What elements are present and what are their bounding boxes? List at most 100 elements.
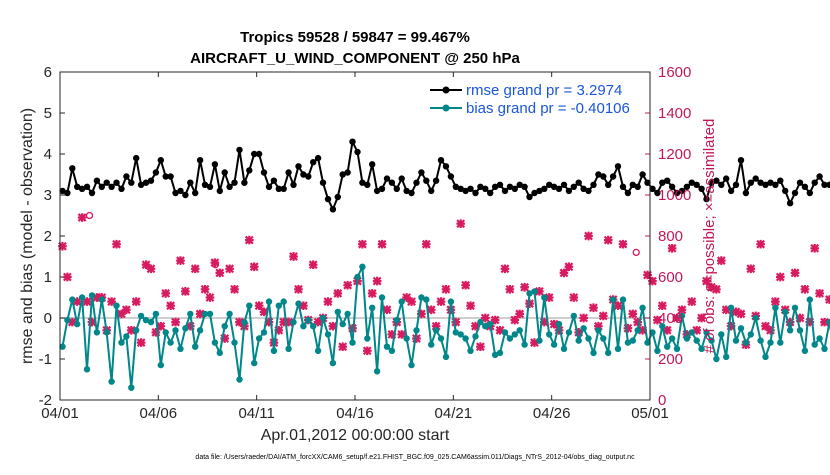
- assimilated-count-point-47: [289, 252, 298, 261]
- x-tick-label-1: 04/06: [140, 405, 178, 422]
- bias-point-113: [615, 346, 621, 352]
- bias-point-5: [84, 366, 90, 372]
- rmse-point-15: [133, 155, 139, 161]
- assimilated-count-point-51: [309, 260, 318, 269]
- rmse-point-68: [394, 186, 400, 192]
- bias-point-14: [128, 385, 134, 391]
- bias-point-108: [590, 350, 596, 356]
- assimilated-count-point-56: [333, 289, 342, 298]
- bias-point-35: [231, 339, 237, 345]
- assimilated-count-point-57: [338, 342, 347, 351]
- assimilated-count-point-23: [171, 318, 180, 327]
- y-tick-label-right-7: 1400: [658, 105, 691, 122]
- bias-point-151: [802, 348, 808, 354]
- bias-point-41: [261, 329, 267, 335]
- rmse-point-108: [590, 182, 596, 188]
- rmse-point-10: [108, 184, 114, 190]
- rmse-point-63: [369, 161, 375, 167]
- bias-point-117: [635, 327, 641, 333]
- bias-point-56: [335, 309, 341, 315]
- bias-point-59: [349, 339, 355, 345]
- rmse-point-75: [428, 188, 434, 194]
- rmse-point-12: [118, 186, 124, 192]
- bias-point-89: [497, 350, 503, 356]
- bias-point-85: [477, 319, 483, 325]
- bias-point-65: [379, 294, 385, 300]
- rmse-point-118: [639, 171, 645, 177]
- assimilated-count-point-107: [584, 232, 593, 241]
- y-tick-label-left-1: -1: [39, 351, 52, 368]
- rmse-point-83: [467, 186, 473, 192]
- bias-point-110: [600, 335, 606, 341]
- bias-point-114: [620, 296, 626, 302]
- bias-point-118: [639, 305, 645, 311]
- bias-point-75: [428, 341, 434, 347]
- bias-point-107: [585, 335, 591, 341]
- rmse-point-67: [389, 180, 395, 186]
- assimilated-count-point-116: [628, 310, 637, 319]
- bias-point-102: [561, 346, 567, 352]
- rmse-point-95: [526, 194, 532, 200]
- rmse-point-76: [433, 178, 439, 184]
- y-tick-label-left-6: 4: [44, 146, 52, 163]
- bias-point-79: [448, 298, 454, 304]
- bias-point-105: [576, 337, 582, 343]
- bias-point-128: [689, 329, 695, 335]
- bias-point-10: [108, 378, 114, 384]
- bias-point-31: [212, 339, 218, 345]
- assimilated-count-point-124: [668, 244, 677, 253]
- bias-point-42: [266, 298, 272, 304]
- bias-point-133: [713, 356, 719, 362]
- rmse-point-152: [807, 190, 813, 196]
- bias-point-40: [256, 335, 262, 341]
- bias-point-150: [797, 327, 803, 333]
- y-tick-label-left-0: -2: [39, 392, 52, 409]
- rmse-point-146: [777, 178, 783, 184]
- rmse-point-56: [335, 194, 341, 200]
- assimilated-count-point-77: [437, 297, 446, 306]
- assimilated-count-point-32: [215, 269, 224, 278]
- assimilated-count-point-29: [201, 285, 210, 294]
- rmse-point-20: [158, 157, 164, 163]
- rmse-point-48: [295, 163, 301, 169]
- bias-point-63: [369, 305, 375, 311]
- rmse-point-135: [723, 175, 729, 181]
- bias-point-60: [354, 274, 360, 280]
- bias-point-20: [158, 362, 164, 368]
- assimilated-count-point-0: [58, 242, 67, 251]
- bias-point-136: [728, 305, 734, 311]
- rmse-point-113: [615, 163, 621, 169]
- bias-point-44: [276, 303, 282, 309]
- bias-point-84: [472, 333, 478, 339]
- rmse-point-33: [222, 169, 228, 175]
- bias-point-16: [138, 313, 144, 319]
- rmse-point-6: [89, 190, 95, 196]
- bias-point-15: [133, 327, 139, 333]
- assimilated-count-point-18: [147, 264, 156, 273]
- bias-point-55: [330, 360, 336, 366]
- bias-point-66: [384, 344, 390, 350]
- bias-point-97: [536, 337, 542, 343]
- assimilated-count-point-78: [442, 285, 451, 294]
- assimilated-count-point-25: [181, 287, 190, 296]
- y-tick-label-right-2: 400: [658, 310, 683, 327]
- bias-point-49: [300, 323, 306, 329]
- assimilated-count-point-58: [343, 281, 352, 290]
- rmse-point-40: [256, 151, 262, 157]
- rmse-point-19: [153, 169, 159, 175]
- bias-point-123: [664, 344, 670, 350]
- rmse-point-123: [664, 178, 670, 184]
- bias-point-116: [630, 337, 636, 343]
- rmse-point-105: [576, 180, 582, 186]
- legend-bias-marker: [443, 105, 450, 112]
- bias-point-135: [723, 354, 729, 360]
- plot-area: [60, 72, 650, 400]
- y-tick-label-left-5: 3: [44, 187, 52, 204]
- rmse-point-35: [231, 180, 237, 186]
- bias-point-96: [531, 288, 537, 294]
- bias-point-139: [743, 339, 749, 345]
- rmse-point-37: [241, 180, 247, 186]
- bias-point-87: [487, 321, 493, 327]
- rmse-point-55: [330, 206, 336, 212]
